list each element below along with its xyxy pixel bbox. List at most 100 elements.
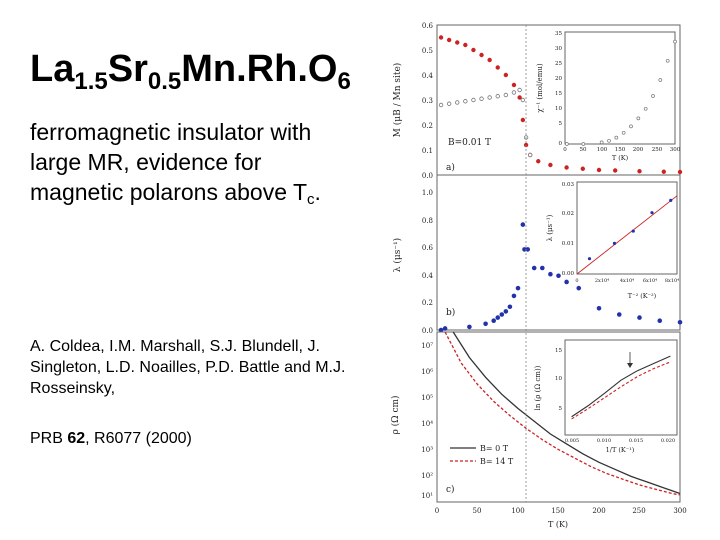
inset-a-xtick: 0 [563, 147, 567, 153]
relaxation-rate-point [499, 312, 505, 317]
magnetization-point [580, 166, 585, 171]
inset-b-point [669, 198, 673, 202]
inset-b-xticks: 0 2x10⁴ 4x10⁴ 6x10⁴ 8x10⁴ [575, 278, 679, 284]
legend-label-14t: B= 14 T [480, 457, 514, 466]
magnetization-point [463, 99, 468, 104]
inset-c-ytick: 15 [555, 348, 562, 354]
inset-a-yticks: 35 30 25 20 15 10 5 0 [555, 31, 563, 147]
panel-c-ytick: 10² [421, 472, 433, 480]
panel-c-xtick: 300 [673, 507, 686, 515]
panel-b-ytick: 0.8 [422, 217, 433, 225]
panel-b: λ (μs⁻¹) 1.0 0.8 0.6 0.4 0.2 0.0 b) λ (μ… [392, 174, 683, 335]
relaxation-rate-point [657, 318, 663, 324]
magnetization-point [536, 159, 541, 164]
inverse-susceptibility-point [651, 94, 655, 98]
magnetization-point [438, 35, 444, 40]
panel-c-ytick: 10¹ [421, 492, 433, 500]
relaxation-rate-point [515, 285, 521, 291]
magnetization-point [503, 72, 509, 78]
panel-c-xlabel: T (K) [548, 520, 568, 529]
author-list: A. Coldea, I.M. Marshall, S.J. Blundell,… [30, 338, 346, 397]
inset-a-frame [564, 31, 676, 145]
relaxation-rate-point [576, 285, 582, 291]
slide-description: ferromagnetic insulator with large MR, e… [30, 119, 321, 208]
relaxation-rate-point [677, 319, 683, 325]
arrow-head [627, 363, 633, 368]
relaxation-rate-point [520, 222, 526, 227]
magnetization-point [471, 47, 476, 53]
panel-c-xtick: 150 [551, 507, 564, 515]
relaxation-rate-point [531, 265, 537, 271]
inset-a-xlabel: T (K) [612, 154, 629, 162]
panel-b-ytick: 0.0 [422, 327, 433, 335]
panel-c-ylabel: ρ (Ω cm) [390, 395, 401, 434]
panel-c-xtick: 0 [435, 507, 439, 515]
magnetization-point [637, 169, 642, 174]
panel-c-data [444, 331, 681, 496]
inset-c-xtick: 0.005 [565, 438, 579, 444]
inset-c-ylabel: ln (ρ (Ω cm)) [534, 365, 542, 410]
inset-c-ytick: 10 [555, 376, 562, 382]
panel-c-ytick: 10⁵ [421, 394, 433, 402]
inset-c-xtick: 0.015 [629, 438, 643, 444]
panel-a-data [438, 35, 683, 175]
panel-b-frame [436, 174, 681, 331]
panel-b-ytick: 1.0 [422, 189, 433, 197]
inset-a-xtick: 50 [580, 147, 587, 153]
inset-a-xtick: 150 [615, 147, 626, 153]
panel-b-yticks: 1.0 0.8 0.6 0.4 0.2 0.0 [422, 189, 434, 335]
relaxation-rate-point [525, 247, 531, 252]
inset-c-curve [571, 355, 671, 418]
inset-b-ytick: 0.02 [562, 211, 574, 217]
inset-a-xtick: 300 [670, 147, 681, 153]
panel-c-label: c) [446, 484, 455, 495]
inset-a-ytick: 30 [555, 46, 562, 52]
inset-a-ytick: 35 [555, 31, 562, 37]
inset-b-ylabel: λ (μs⁻¹) [546, 214, 554, 241]
relaxation-rate-point [442, 326, 448, 331]
inset-b-ytick: 0.03 [562, 182, 575, 188]
panel-a: M (μB / Mn site) 0.6 0.5 0.4 0.3 0.2 0.1… [392, 22, 683, 180]
magnetization-point [487, 95, 492, 100]
inset-c-xtick: 0.020 [661, 438, 675, 444]
magnetization-point [495, 94, 500, 99]
magnetization-point [446, 37, 452, 43]
relaxation-rate-point [637, 315, 642, 320]
inset-c-xtick: 0.010 [597, 438, 611, 444]
inset-a-xticks: 0 50 100 150 200 250 300 [563, 147, 680, 153]
inset-b-xtick: 6x10⁴ [643, 278, 657, 284]
inset-a-ytick: 15 [555, 91, 562, 97]
inverse-susceptibility-point [564, 142, 569, 146]
magnetization-point [455, 100, 460, 105]
relaxation-rate-point [495, 315, 501, 320]
inset-c-data [571, 355, 671, 420]
magnetization-point [527, 152, 533, 158]
field-annotation: B=0.01 T [448, 138, 491, 148]
inset-a-ytick: 25 [555, 61, 562, 67]
relaxation-rate-point [564, 279, 569, 285]
inset-a-ytick: 5 [559, 121, 563, 127]
panel-a-ytick: 0.1 [422, 147, 433, 155]
panel-c-legend: B= 0 T B= 14 T [450, 444, 514, 466]
inset-b-yticks: 0.03 0.02 0.01 0.00 [562, 182, 575, 277]
relaxation-rate-point [511, 293, 517, 299]
magnetization-point [564, 165, 569, 170]
relaxation-rate-point [540, 265, 545, 271]
journal-reference: PRB 62, R6077 (2000) [30, 430, 192, 447]
inverse-susceptibility-point [643, 106, 648, 111]
panel-a-ytick: 0.2 [422, 122, 433, 130]
inverse-susceptibility-point [614, 135, 619, 140]
magnetization-point [677, 169, 683, 175]
magnetization-point [455, 40, 460, 45]
magnetization-point [471, 97, 476, 103]
figure-svg: M (μB / Mn site) 0.6 0.5 0.4 0.3 0.2 0.1… [380, 10, 715, 535]
panel-c-xtick: 50 [473, 507, 482, 515]
inset-b-point [650, 211, 654, 215]
relaxation-rate-point [596, 306, 602, 311]
panel-b-ylabel: λ (μs⁻¹) [392, 238, 403, 272]
panel-a-ytick: 0.4 [422, 72, 434, 80]
inset-c-curve [571, 361, 671, 420]
inset-c-xticks: 0.005 0.010 0.015 0.020 [565, 438, 675, 444]
panel-b-label: b) [446, 307, 455, 318]
inset-b-xtick: 4x10⁴ [620, 278, 634, 284]
